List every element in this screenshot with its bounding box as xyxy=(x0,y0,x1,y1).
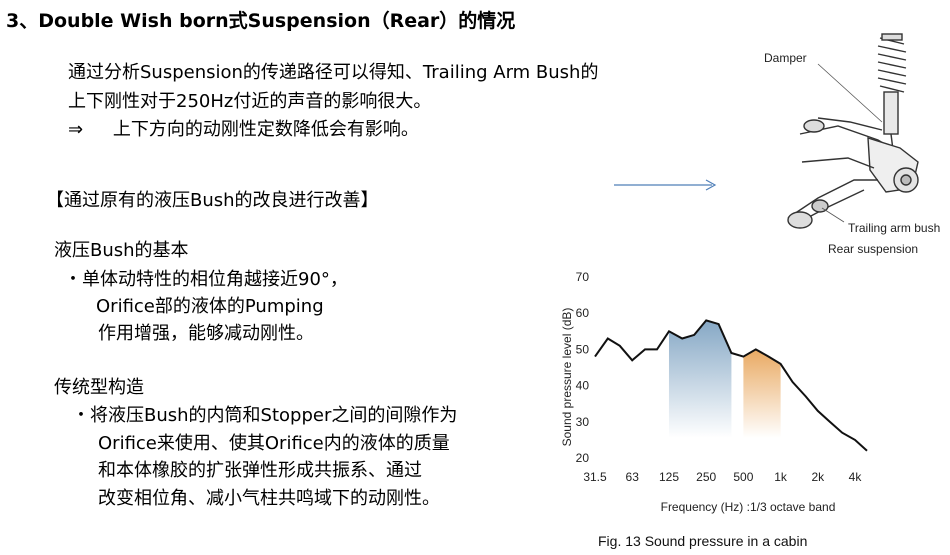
figure-caption: Fig. 13 Sound pressure in a cabin xyxy=(598,533,808,549)
intro-line-2: 上下刚性对于250Hz付近的声音的影响很大。 xyxy=(68,91,432,112)
damper-label: Damper xyxy=(764,51,807,65)
basics-line-3: 作用增强，能够减动刚性。 xyxy=(98,323,314,344)
y-axis-label: Sound pressure level (dB) xyxy=(560,308,574,447)
basics-title: 液压Bush的基本 xyxy=(54,240,189,261)
pointer-arrow-icon xyxy=(614,179,717,191)
intro-line-3-text: 上下方向的动刚性定数降低会有影响。 xyxy=(112,119,419,140)
y-tick-label: 40 xyxy=(576,379,590,393)
x-tick-label: 250 xyxy=(696,470,716,484)
rear-suspension-caption: Rear suspension xyxy=(828,242,919,256)
page-heading: 3、Double Wish born式Suspension（Rear）的情况 xyxy=(6,10,516,32)
y-tick-label: 20 xyxy=(576,451,590,465)
highlight-band-blue xyxy=(668,320,732,438)
conventional-line-3: 和本体橡胶的扩张弹性形成共振系、通过 xyxy=(98,460,422,481)
y-tick-label: 60 xyxy=(576,306,590,320)
conventional-line-1: ・将液压Bush的内筒和Stopper之间的间隙作为 xyxy=(72,405,458,426)
x-tick-label: 63 xyxy=(626,470,640,484)
x-tick-label: 500 xyxy=(733,470,753,484)
intro-line-1: 通过分析Suspension的传递路径可以得知、Trailing Arm Bus… xyxy=(68,62,599,83)
x-tick-label: 31.5 xyxy=(583,470,607,484)
y-tick-label: 70 xyxy=(576,270,590,284)
y-tick-label: 30 xyxy=(576,415,590,429)
highlight-band-orange xyxy=(743,349,781,438)
x-tick-label: 125 xyxy=(659,470,679,484)
x-tick-label: 2k xyxy=(811,470,825,484)
suspension-illustration-icon xyxy=(787,33,919,229)
implies-arrow: ⇒ xyxy=(68,119,84,140)
section-title: 【通过原有的液压Bush的改良进行改善】 xyxy=(46,190,379,211)
intro-line-3: ⇒ 上下方向的动刚性定数降低会有影响。 xyxy=(68,115,419,141)
y-tick-label: 50 xyxy=(576,342,590,356)
sound-pressure-chart: 20 30 40 50 60 70 31.5 63 125 250 500 1k 2k 4k Frequ… xyxy=(560,270,868,514)
x-tick-label: 4k xyxy=(849,470,863,484)
conventional-line-2: Orifice来使用、使其Orifice内的液体的质量 xyxy=(98,433,450,454)
series-line xyxy=(594,319,868,452)
trailing-arm-bush-label: Trailing arm bush xyxy=(848,221,941,235)
basics-line-2: Orifice部的液体的Pumping xyxy=(96,296,324,317)
conventional-title: 传统型构造 xyxy=(54,377,144,398)
x-tick-label: 1k xyxy=(774,470,788,484)
x-axis-label: Frequency (Hz) :1/3 octave band xyxy=(661,500,836,514)
conventional-line-4: 改变相位角、减小气柱共鸣域下的动刚性。 xyxy=(98,488,440,509)
basics-line-1: ・单体动特性的相位角越接近90°， xyxy=(64,269,348,290)
